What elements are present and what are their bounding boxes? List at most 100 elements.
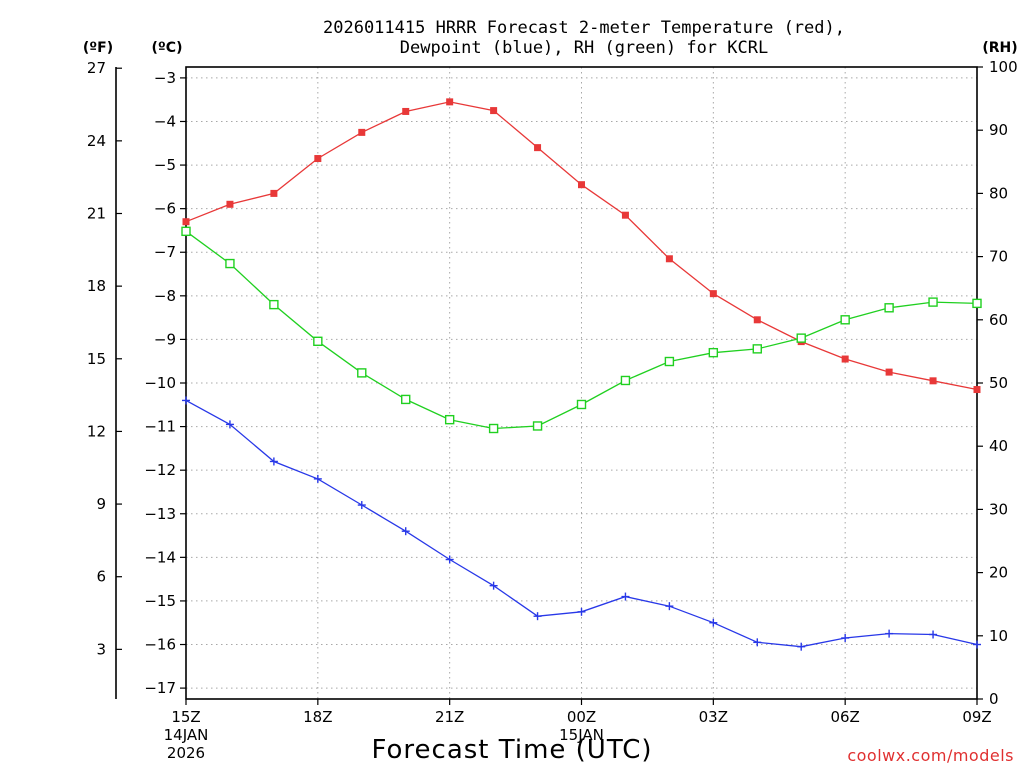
- celsius-tick-label: −8: [154, 287, 176, 305]
- series-rh: [181, 226, 982, 434]
- temperature-point: [753, 316, 761, 324]
- temperature-point: [490, 107, 498, 115]
- x-tick-label: 15Z: [171, 708, 200, 726]
- rh-point: [269, 299, 279, 310]
- rh-point: [752, 344, 762, 354]
- rh-tick-label: 0: [989, 690, 999, 708]
- x-tick-label: 03Z: [699, 708, 728, 726]
- rh-tick-label: 20: [989, 564, 1008, 582]
- dewpoint-point: [929, 630, 938, 639]
- fahrenheit-tick-label: 3: [96, 640, 106, 658]
- rh-point: [181, 226, 191, 237]
- temperature-point: [841, 355, 849, 363]
- fahrenheit-tick-label: 24: [87, 132, 106, 150]
- rh-point: [884, 303, 894, 313]
- dewpoint-point: [709, 618, 718, 627]
- rh-point: [972, 298, 982, 309]
- rh-tick-label: 90: [989, 121, 1008, 139]
- rh-point: [796, 333, 806, 343]
- x-tick-label: 00Z: [567, 708, 596, 726]
- rh-tick-label: 40: [989, 437, 1008, 455]
- celsius-tick-label: −3: [154, 69, 176, 87]
- fahrenheit-tick-label: 27: [87, 59, 106, 77]
- rh-point: [357, 368, 367, 378]
- celsius-tick-label: −7: [154, 243, 176, 261]
- temperature-point: [534, 144, 542, 152]
- dewpoint-point: [182, 396, 190, 405]
- fahrenheit-tick-label: 21: [87, 204, 106, 222]
- rh-point: [488, 423, 499, 434]
- dewpoint-point: [753, 638, 762, 647]
- rh-point: [708, 347, 719, 358]
- dewpoint-point: [313, 474, 322, 483]
- temperature-point: [665, 255, 673, 263]
- dewpoint-point: [577, 607, 586, 616]
- rh-point: [620, 375, 631, 386]
- rh-point: [444, 414, 455, 425]
- celsius-tick-label: −11: [144, 418, 176, 436]
- temperature-point: [929, 377, 937, 385]
- celsius-tick-label: −6: [154, 200, 176, 218]
- x-tick-sublabel: 15JAN: [559, 726, 604, 744]
- rh-tick-label: 10: [989, 627, 1008, 645]
- rh-point: [840, 315, 850, 325]
- dewpoint-point: [841, 633, 850, 642]
- rh-tick-label: 60: [989, 311, 1008, 329]
- dewpoint-point: [885, 629, 894, 638]
- dewpoint-point: [269, 457, 278, 466]
- rh-point: [225, 258, 235, 269]
- fahrenheit-tick-label: 15: [87, 350, 106, 368]
- series-dewpoint: [182, 396, 981, 651]
- dewpoint-point: [533, 612, 542, 621]
- fahrenheit-tick-label: 9: [96, 495, 106, 513]
- rh-tick-label: 50: [989, 374, 1008, 392]
- fahrenheit-tick-label: 6: [96, 568, 106, 586]
- temperature-point: [402, 107, 410, 115]
- dewpoint-point: [357, 501, 366, 510]
- rh-unit-label: (RH): [982, 40, 1017, 56]
- temperature-point: [973, 386, 981, 394]
- watermark: coolwx.com/models: [847, 746, 1014, 765]
- rh-tick-label: 70: [989, 248, 1008, 266]
- rh-tick-label: 30: [989, 500, 1008, 518]
- rh-point: [664, 356, 675, 367]
- x-tick-label: 21Z: [435, 708, 464, 726]
- x-tick-label: 06Z: [830, 708, 859, 726]
- dewpoint-point: [225, 420, 234, 429]
- fahrenheit-tick-label: 12: [87, 422, 106, 440]
- celsius-tick-label: −12: [144, 461, 176, 479]
- celsius-tick-label: −17: [144, 679, 176, 697]
- chart-title-line-2: Dewpoint (blue), RH (green) for KCRL: [400, 38, 768, 58]
- temperature-point: [226, 200, 234, 208]
- dewpoint-point: [489, 581, 498, 590]
- temperature-point: [270, 189, 278, 197]
- temperature-point: [621, 211, 629, 219]
- dewpoint-point: [665, 602, 674, 611]
- rh-tick-label: 80: [989, 184, 1008, 202]
- dewpoint-point: [445, 555, 454, 564]
- rh-point: [576, 399, 587, 410]
- gridlines: [186, 67, 977, 699]
- x-tick-label: 09Z: [962, 708, 991, 726]
- celsius-tick-label: −16: [144, 636, 176, 654]
- x-axis-label: Forecast Time (UTC): [371, 735, 652, 765]
- celsius-tick-label: −13: [144, 505, 176, 523]
- rh-point: [401, 394, 411, 405]
- dewpoint-point: [797, 642, 806, 651]
- celsius-tick-label: −4: [154, 112, 176, 130]
- temperature-point: [885, 368, 893, 376]
- temperature-point: [182, 218, 190, 226]
- celsius-tick-label: −9: [154, 330, 176, 348]
- temperature-point: [709, 290, 717, 298]
- fahrenheit-tick-label: 18: [87, 277, 106, 295]
- x-tick-sublabel: 14JAN: [164, 726, 209, 744]
- chart-title-line-1: 2026011415 HRRR Forecast 2-meter Tempera…: [323, 18, 845, 38]
- axes: 27 24 21 18 15 12 9 6 3 −3 −4 −5 −6 −7 −8 −9 −10 −11 −12 −1…: [87, 58, 1018, 762]
- series-temperature: [182, 98, 981, 394]
- rh-point: [313, 336, 323, 346]
- rh-point: [928, 297, 938, 307]
- temperature-point: [358, 128, 366, 136]
- rh-point: [532, 421, 543, 431]
- dewpoint-point: [621, 592, 630, 601]
